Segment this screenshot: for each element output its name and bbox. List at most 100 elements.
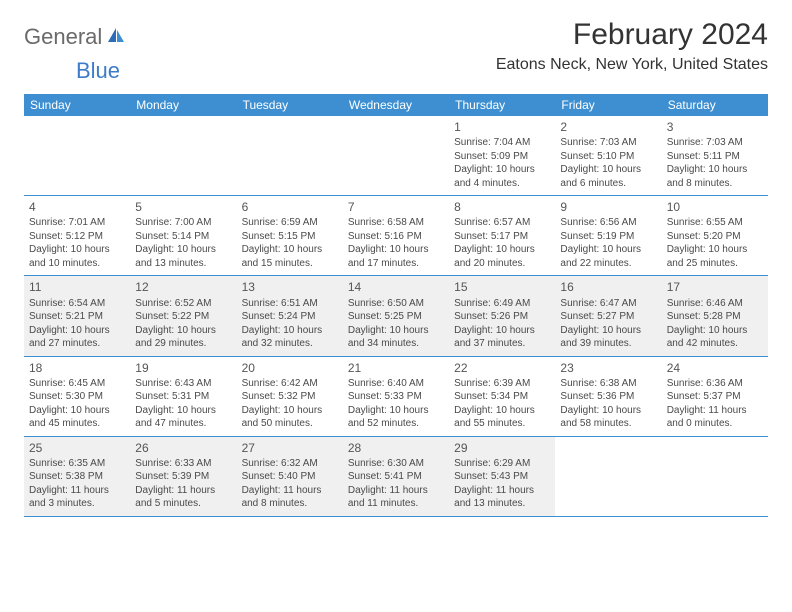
day-cell: 22Sunrise: 6:39 AMSunset: 5:34 PMDayligh…: [449, 357, 555, 436]
week-row: 1Sunrise: 7:04 AMSunset: 5:09 PMDaylight…: [24, 116, 768, 196]
day-number: 19: [135, 360, 231, 376]
day-info-line: Daylight: 11 hours and 8 minutes.: [242, 484, 338, 511]
day-info-line: Daylight: 10 hours and 58 minutes.: [560, 404, 656, 431]
day-header: Saturday: [662, 94, 768, 116]
day-cell: 24Sunrise: 6:36 AMSunset: 5:37 PMDayligh…: [662, 357, 768, 436]
day-info-line: Sunset: 5:33 PM: [348, 390, 444, 404]
day-info-line: Daylight: 10 hours and 47 minutes.: [135, 404, 231, 431]
day-info-line: Daylight: 10 hours and 50 minutes.: [242, 404, 338, 431]
logo-text-blue: Blue: [76, 58, 120, 83]
day-info-line: Sunset: 5:14 PM: [135, 230, 231, 244]
day-number: 25: [29, 440, 125, 456]
day-info-line: Sunset: 5:40 PM: [242, 470, 338, 484]
day-number: 13: [242, 279, 338, 295]
day-info-line: Daylight: 11 hours and 13 minutes.: [454, 484, 550, 511]
day-info-line: Sunset: 5:22 PM: [135, 310, 231, 324]
day-number: 4: [29, 199, 125, 215]
day-info-line: Daylight: 10 hours and 29 minutes.: [135, 324, 231, 351]
empty-cell: [237, 116, 343, 195]
day-info-line: Sunrise: 6:36 AM: [667, 377, 763, 391]
day-number: 20: [242, 360, 338, 376]
day-info-line: Daylight: 10 hours and 4 minutes.: [454, 163, 550, 190]
day-cell: 18Sunrise: 6:45 AMSunset: 5:30 PMDayligh…: [24, 357, 130, 436]
day-info-line: Sunset: 5:43 PM: [454, 470, 550, 484]
day-info-line: Daylight: 10 hours and 6 minutes.: [560, 163, 656, 190]
day-info-line: Sunrise: 6:58 AM: [348, 216, 444, 230]
day-number: 1: [454, 119, 550, 135]
day-info-line: Sunrise: 6:42 AM: [242, 377, 338, 391]
calendar-page: General February 2024 Eatons Neck, New Y…: [0, 0, 792, 527]
logo-text-general: General: [24, 24, 102, 50]
day-header-row: SundayMondayTuesdayWednesdayThursdayFrid…: [24, 94, 768, 116]
day-info-line: Sunrise: 6:33 AM: [135, 457, 231, 471]
day-number: 5: [135, 199, 231, 215]
day-cell: 16Sunrise: 6:47 AMSunset: 5:27 PMDayligh…: [555, 276, 661, 355]
day-cell: 14Sunrise: 6:50 AMSunset: 5:25 PMDayligh…: [343, 276, 449, 355]
day-info-line: Sunset: 5:31 PM: [135, 390, 231, 404]
day-number: 10: [667, 199, 763, 215]
day-info-line: Daylight: 10 hours and 42 minutes.: [667, 324, 763, 351]
day-info-line: Sunset: 5:09 PM: [454, 150, 550, 164]
logo-sail-icon: [106, 26, 126, 49]
day-info-line: Sunrise: 7:01 AM: [29, 216, 125, 230]
day-cell: 1Sunrise: 7:04 AMSunset: 5:09 PMDaylight…: [449, 116, 555, 195]
day-info-line: Sunset: 5:41 PM: [348, 470, 444, 484]
day-header: Thursday: [449, 94, 555, 116]
day-info-line: Sunrise: 6:55 AM: [667, 216, 763, 230]
day-info-line: Daylight: 10 hours and 25 minutes.: [667, 243, 763, 270]
day-info-line: Sunset: 5:24 PM: [242, 310, 338, 324]
day-cell: 20Sunrise: 6:42 AMSunset: 5:32 PMDayligh…: [237, 357, 343, 436]
day-info-line: Sunrise: 7:04 AM: [454, 136, 550, 150]
empty-cell: [662, 437, 768, 516]
empty-cell: [130, 116, 236, 195]
empty-cell: [24, 116, 130, 195]
day-header: Tuesday: [237, 94, 343, 116]
day-number: 9: [560, 199, 656, 215]
day-info-line: Sunrise: 6:57 AM: [454, 216, 550, 230]
day-cell: 13Sunrise: 6:51 AMSunset: 5:24 PMDayligh…: [237, 276, 343, 355]
week-row: 18Sunrise: 6:45 AMSunset: 5:30 PMDayligh…: [24, 357, 768, 437]
day-info-line: Sunset: 5:12 PM: [29, 230, 125, 244]
day-number: 23: [560, 360, 656, 376]
day-number: 11: [29, 279, 125, 295]
day-info-line: Sunset: 5:34 PM: [454, 390, 550, 404]
day-cell: 7Sunrise: 6:58 AMSunset: 5:16 PMDaylight…: [343, 196, 449, 275]
day-info-line: Sunrise: 6:59 AM: [242, 216, 338, 230]
day-number: 8: [454, 199, 550, 215]
day-number: 14: [348, 279, 444, 295]
day-info-line: Daylight: 11 hours and 0 minutes.: [667, 404, 763, 431]
day-cell: 23Sunrise: 6:38 AMSunset: 5:36 PMDayligh…: [555, 357, 661, 436]
day-info-line: Daylight: 10 hours and 45 minutes.: [29, 404, 125, 431]
month-title: February 2024: [496, 18, 768, 52]
day-info-line: Sunset: 5:32 PM: [242, 390, 338, 404]
day-info-line: Sunset: 5:17 PM: [454, 230, 550, 244]
day-info-line: Sunrise: 6:46 AM: [667, 297, 763, 311]
day-info-line: Sunset: 5:19 PM: [560, 230, 656, 244]
day-info-line: Daylight: 10 hours and 37 minutes.: [454, 324, 550, 351]
day-info-line: Sunrise: 6:56 AM: [560, 216, 656, 230]
week-row: 25Sunrise: 6:35 AMSunset: 5:38 PMDayligh…: [24, 437, 768, 517]
day-info-line: Sunset: 5:28 PM: [667, 310, 763, 324]
day-number: 2: [560, 119, 656, 135]
day-header: Friday: [555, 94, 661, 116]
day-number: 17: [667, 279, 763, 295]
day-number: 28: [348, 440, 444, 456]
day-cell: 5Sunrise: 7:00 AMSunset: 5:14 PMDaylight…: [130, 196, 236, 275]
day-number: 15: [454, 279, 550, 295]
day-number: 27: [242, 440, 338, 456]
day-cell: 11Sunrise: 6:54 AMSunset: 5:21 PMDayligh…: [24, 276, 130, 355]
day-cell: 27Sunrise: 6:32 AMSunset: 5:40 PMDayligh…: [237, 437, 343, 516]
day-info-line: Sunset: 5:36 PM: [560, 390, 656, 404]
day-info-line: Daylight: 10 hours and 20 minutes.: [454, 243, 550, 270]
day-info-line: Sunset: 5:16 PM: [348, 230, 444, 244]
day-info-line: Daylight: 10 hours and 22 minutes.: [560, 243, 656, 270]
day-info-line: Sunrise: 6:30 AM: [348, 457, 444, 471]
calendar-grid: SundayMondayTuesdayWednesdayThursdayFrid…: [24, 94, 768, 517]
day-info-line: Sunset: 5:37 PM: [667, 390, 763, 404]
day-info-line: Daylight: 10 hours and 13 minutes.: [135, 243, 231, 270]
day-info-line: Sunrise: 6:29 AM: [454, 457, 550, 471]
day-number: 22: [454, 360, 550, 376]
day-info-line: Sunset: 5:25 PM: [348, 310, 444, 324]
day-info-line: Sunrise: 6:54 AM: [29, 297, 125, 311]
day-info-line: Daylight: 10 hours and 15 minutes.: [242, 243, 338, 270]
